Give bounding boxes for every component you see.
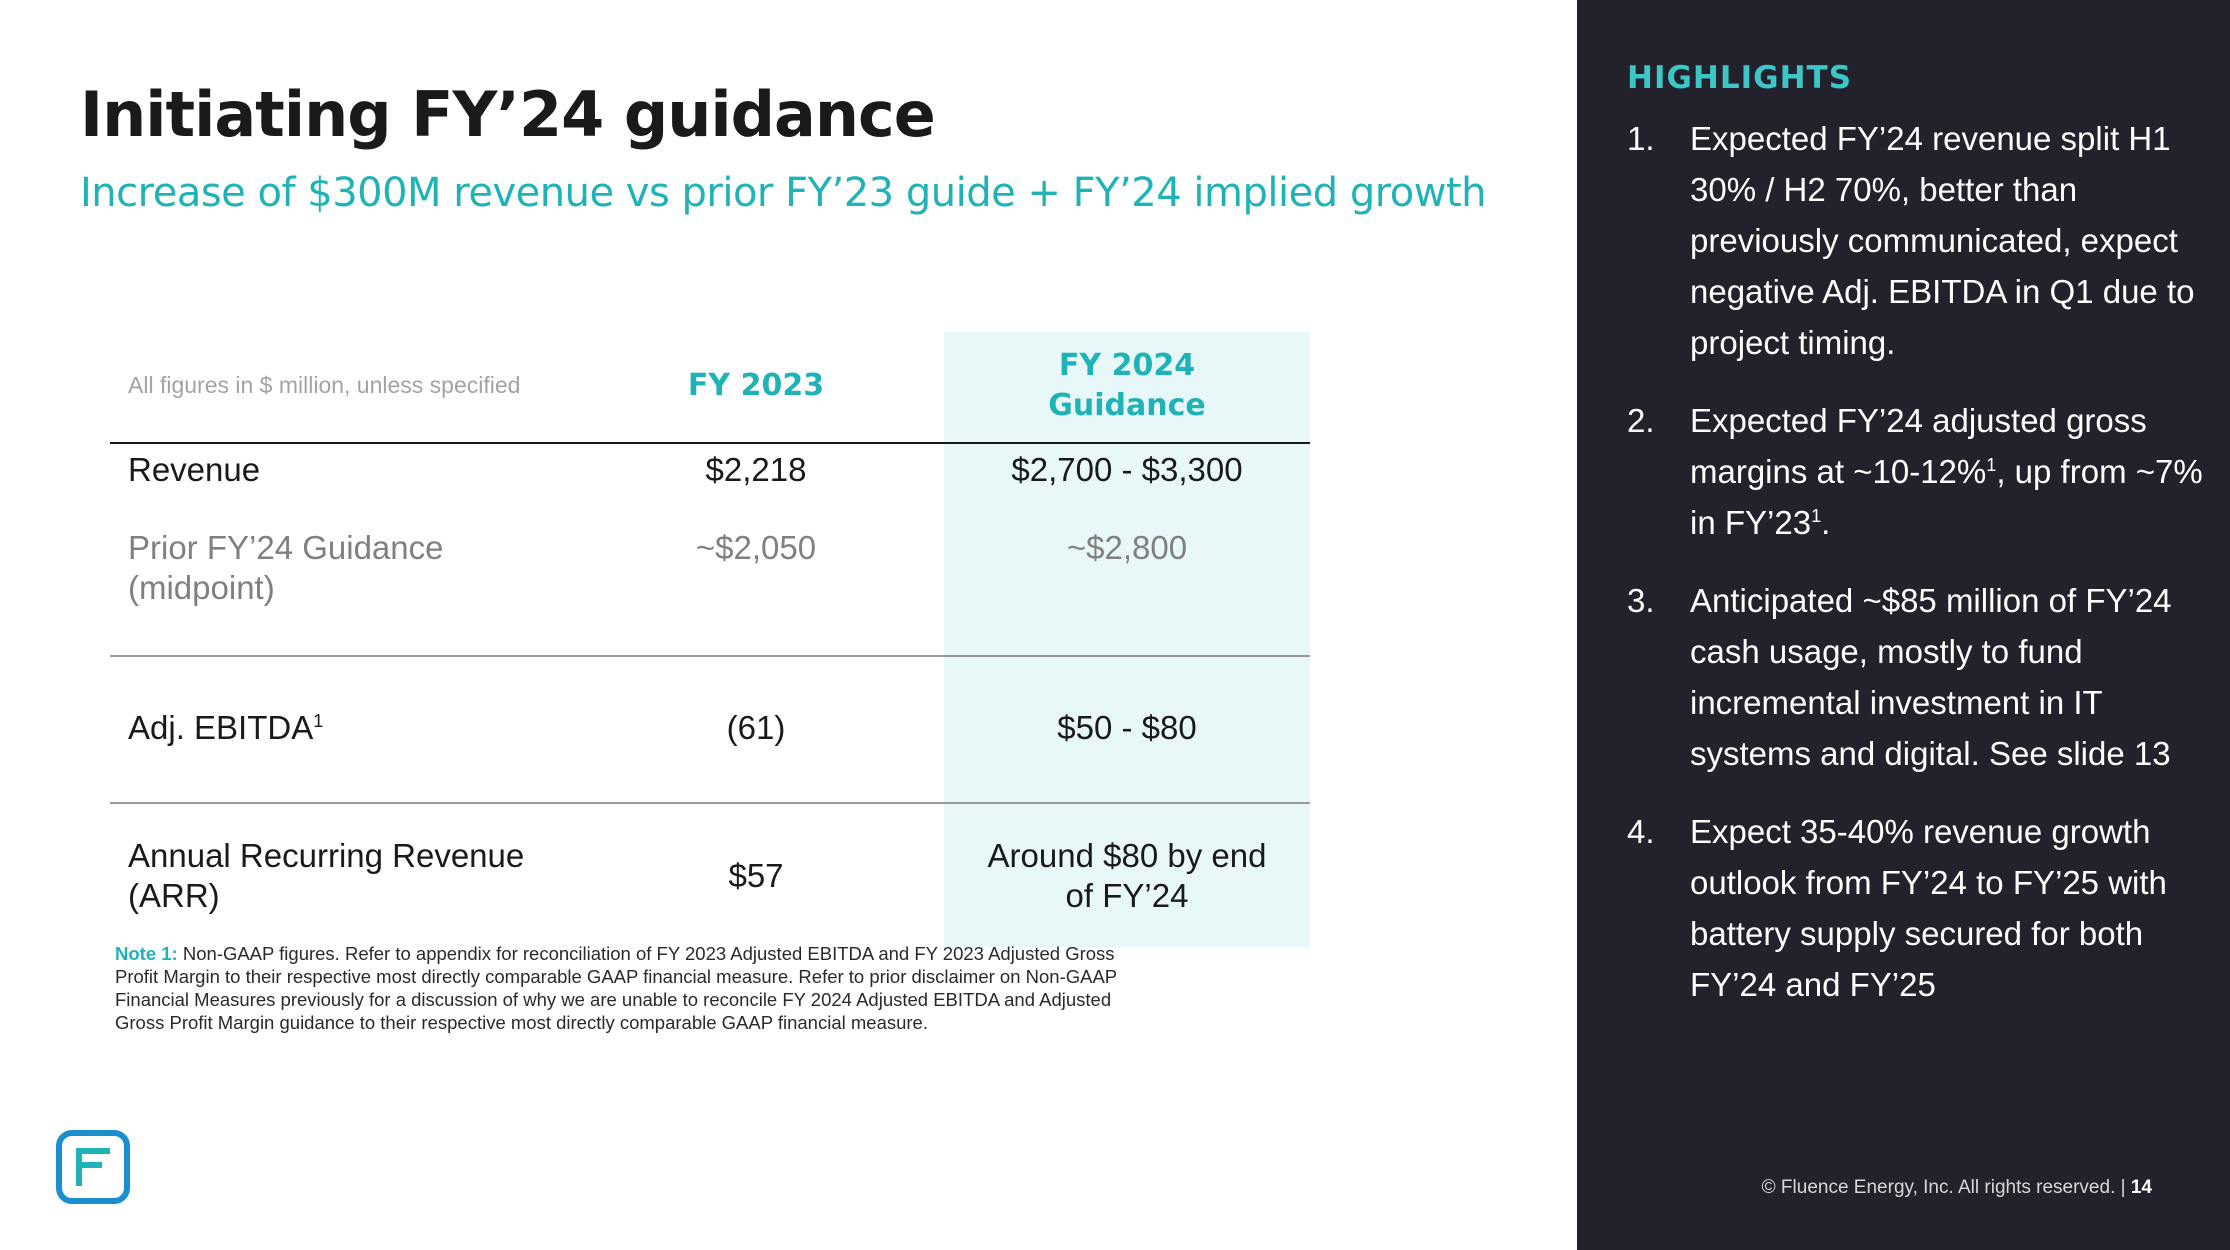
row-arr-fy2023: $57 [728,857,784,894]
table-header-divider [110,442,1310,444]
fluence-logo-icon [56,1130,130,1204]
highlight-text-part: . [1821,504,1831,541]
footnote-text: Non-GAAP figures. Refer to appendix for … [115,943,1117,1033]
row-prior-guidance-fy2023: ~$2,050 [695,529,817,566]
row-revenue-label: Revenue [128,451,261,488]
row-prior-guidance-fy2024: ~$2,800 [1066,529,1188,566]
highlight-number: 3. [1627,582,1655,619]
row-prior-guidance-label-line1: Prior FY’24 Guidance [128,529,444,566]
row-adj-ebitda-label-text: Adj. EBITDA [128,709,314,746]
row-revenue-fy2023: $2,218 [705,451,807,488]
highlight-item: 3. Anticipated ~$85 million of FY’24 cas… [1627,575,2207,779]
highlight-text-part: Expected FY’24 adjusted gross margins at… [1690,402,2147,490]
page-number: 14 [2130,1177,2152,1198]
highlight-number: 1. [1627,120,1655,157]
row-arr-fy2024: Around $80 by end of FY’24 [944,836,1310,916]
highlight-text-part: , up from ~7% in FY’23 [1690,453,2203,541]
footnote-label: Note 1: [115,943,178,964]
row-adj-ebitda-label: Adj. EBITDA1 [128,708,323,748]
column-header-fy2023: FY 2023 [687,368,825,403]
footer-separator: | [2115,1177,2131,1198]
row-adj-ebitda-fy2024: $50 - $80 [1057,709,1197,746]
table-row-divider [110,655,1310,657]
row-arr-fy2024-line2: of FY’24 [1065,877,1189,914]
slide-subtitle: Increase of $300M revenue vs prior FY’23… [80,170,1487,216]
slide-title: Initiating FY’24 guidance [80,78,936,151]
row-prior-guidance-label: Prior FY’24 Guidance (midpoint) [128,528,443,608]
highlight-number: 2. [1627,402,1655,439]
table-row-divider [110,802,1310,804]
footnote-marker: 1 [313,711,324,731]
footer: © Fluence Energy, Inc. All rights reserv… [1762,1177,2152,1199]
row-prior-guidance-label-line2: (midpoint) [128,569,275,606]
highlight-number: 4. [1627,813,1655,850]
highlight-text: Expected FY’24 adjusted gross margins at… [1690,402,2203,541]
row-arr-label-line2: (ARR) [128,877,220,914]
column-header-fy2024: FY 2024 Guidance [944,346,1310,426]
highlight-text: Expect 35-40% revenue growth outlook fro… [1690,813,2167,1003]
main-panel: Initiating FY’24 guidance Increase of $3… [56,78,1487,1204]
row-adj-ebitda-fy2023: (61) [726,709,786,746]
highlights-list: 1. Expected FY’24 revenue split H1 30% /… [1627,113,2207,1037]
highlight-item: 4. Expect 35-40% revenue growth outlook … [1627,806,2207,1010]
row-arr-fy2024-line1: Around $80 by end [987,837,1267,874]
footnote-marker: 1 [1986,455,1997,475]
guidance-column-background [944,332,1310,947]
table-units-note: All figures in $ million, unless specifi… [128,372,521,398]
row-revenue-fy2024: $2,700 - $3,300 [1011,451,1243,488]
footnote-marker: 1 [1811,506,1822,526]
column-header-fy2024-line2: Guidance [1048,388,1206,423]
highlight-text: Anticipated ~$85 million of FY’24 cash u… [1690,582,2172,772]
highlights-panel: HIGHLIGHTS 1. Expected FY’24 revenue spl… [1577,0,2230,1250]
highlights-title: HIGHLIGHTS [1627,60,1853,96]
copyright-text: © Fluence Energy, Inc. All rights reserv… [1761,1177,2116,1198]
footnote: Note 1: Non-GAAP figures. Refer to appen… [115,942,1125,1034]
highlight-item: 2. Expected FY’24 adjusted gross margins… [1627,395,2207,548]
row-arr-label-line1: Annual Recurring Revenue [128,837,525,874]
column-header-fy2024-line1: FY 2024 [1058,348,1196,383]
highlight-text: Expected FY’24 revenue split H1 30% / H2… [1690,120,2195,361]
row-arr-label: Annual Recurring Revenue (ARR) [128,836,524,916]
highlight-item: 1. Expected FY’24 revenue split H1 30% /… [1627,113,2207,368]
